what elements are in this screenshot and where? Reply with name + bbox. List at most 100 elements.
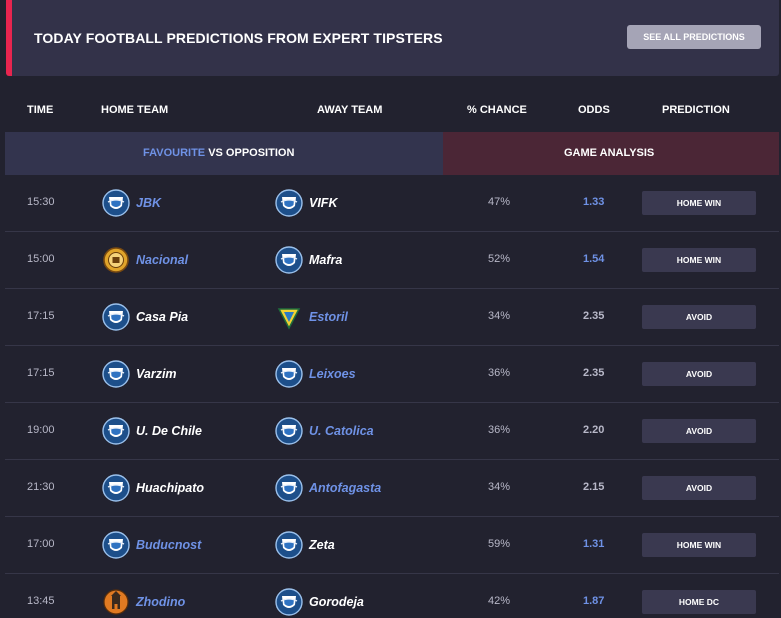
prediction-button[interactable]: AVOID (642, 476, 756, 500)
chance-value: 52% (488, 253, 511, 265)
odds-value: 1.31 (583, 538, 605, 550)
home-team[interactable]: Casa Pia (102, 302, 188, 332)
match-time: 17:15 (27, 367, 55, 379)
home-team-name[interactable]: Huachipato (136, 481, 205, 495)
favourite-label: FAVOURITE (143, 147, 206, 159)
match-time: 15:00 (27, 253, 55, 265)
table-header: TIME HOME TEAM AWAY TEAM % CHANCE ODDS P… (0, 102, 781, 120)
prediction-button[interactable]: HOME WIN (642, 248, 756, 272)
banner-title: TODAY FOOTBALL PREDICTIONS FROM EXPERT T… (34, 30, 443, 46)
match-time: 21:30 (27, 481, 55, 493)
chance-value: 34% (488, 310, 511, 322)
match-time: 13:45 (27, 595, 55, 607)
match-row[interactable]: 19:00 U. De Chile U. Catolica 36% 2.20 AVOID (5, 403, 779, 460)
away-team-name[interactable]: Zeta (309, 538, 335, 552)
match-row[interactable]: 15:30 JBK VIFK 47% 1.33 HOME WIN (5, 175, 779, 232)
home-team[interactable]: Nacional (102, 245, 188, 275)
column-header-prediction: PREDICTION (662, 104, 730, 116)
away-team[interactable]: Mafra (275, 245, 342, 275)
shield-crest-icon (102, 417, 130, 445)
away-team[interactable]: U. Catolica (275, 416, 374, 446)
column-header-away-team: AWAY TEAM (317, 104, 383, 116)
match-row[interactable]: 17:15 Varzim Leixoes 36% 2.35 AVOID (5, 346, 779, 403)
shield-crest-icon (275, 189, 303, 217)
game-analysis-label: GAME ANALYSIS (564, 147, 655, 159)
chance-value: 36% (488, 367, 511, 379)
chance-value: 36% (488, 424, 511, 436)
prediction-button[interactable]: HOME DC (642, 590, 756, 614)
prediction-button[interactable]: AVOID (642, 305, 756, 329)
home-team[interactable]: Varzim (102, 359, 177, 389)
away-team[interactable]: Estoril (275, 302, 348, 332)
away-team[interactable]: Gorodeja (275, 587, 364, 617)
shield-crest-icon (102, 531, 130, 559)
prediction-button[interactable]: HOME WIN (642, 191, 756, 215)
odds-value: 1.87 (583, 595, 605, 607)
match-row[interactable]: 15:00 Nacional Mafra 52% 1.54 HOME WIN (5, 232, 779, 289)
away-team-name[interactable]: Gorodeja (309, 595, 364, 609)
prediction-button[interactable]: AVOID (642, 419, 756, 443)
see-all-predictions-button[interactable]: SEE ALL PREDICTIONS (627, 25, 761, 49)
favourite-vs-opposition-bar: FAVOURITE VS OPPOSITION (5, 132, 443, 175)
home-team[interactable]: Huachipato (102, 473, 204, 503)
round-crest-icon (102, 246, 130, 274)
home-team-name[interactable]: JBK (136, 196, 162, 210)
column-header-odds: ODDS (578, 104, 610, 116)
home-team[interactable]: Zhodino (102, 587, 185, 617)
home-team-name[interactable]: U. De Chile (136, 424, 202, 438)
home-team[interactable]: U. De Chile (102, 416, 202, 446)
prediction-button[interactable]: HOME WIN (642, 533, 756, 557)
away-team[interactable]: Leixoes (275, 359, 356, 389)
home-team-name[interactable]: Zhodino (136, 595, 186, 609)
shield-crest-icon (275, 474, 303, 502)
home-team-name[interactable]: Buducnost (136, 538, 202, 552)
odds-value: 1.33 (583, 196, 605, 208)
away-team-name[interactable]: Mafra (309, 253, 343, 267)
shield-crest-icon (275, 246, 303, 274)
column-header-time: TIME (27, 104, 54, 116)
match-row[interactable]: 21:30 Huachipato Antofagasta 34% 2.15 AVOID (5, 460, 779, 517)
chance-value: 59% (488, 538, 511, 550)
home-team-name[interactable]: Casa Pia (136, 310, 189, 324)
match-time: 17:00 (27, 538, 55, 550)
tower-crest-icon (102, 588, 130, 616)
away-team[interactable]: Zeta (275, 530, 335, 560)
shield-crest-icon (275, 588, 303, 616)
shield-crest-icon (275, 360, 303, 388)
chance-value: 34% (488, 481, 511, 493)
away-team-name[interactable]: VIFK (309, 196, 338, 210)
favourite-vs-opposition-label: FAVOURITE VS OPPOSITION (143, 147, 294, 159)
match-row[interactable]: 17:00 Buducnost Zeta 59% 1.31 HOME WIN (5, 517, 779, 574)
match-time: 15:30 (27, 196, 55, 208)
shield-crest-icon (275, 417, 303, 445)
odds-value: 2.35 (583, 367, 605, 379)
column-header-chance: % CHANCE (467, 104, 527, 116)
home-team-name[interactable]: Nacional (136, 253, 189, 267)
away-team[interactable]: VIFK (275, 188, 337, 218)
away-team[interactable]: Antofagasta (275, 473, 381, 503)
match-row[interactable]: 17:15 Casa Pia Estoril 34% 2.35 AVOID (5, 289, 779, 346)
home-team-name[interactable]: Varzim (136, 367, 177, 381)
odds-value: 2.35 (583, 310, 605, 322)
triangle-crest-icon (275, 303, 303, 331)
home-team[interactable]: Buducnost (102, 530, 201, 560)
vs-opposition-label: VS OPPOSITION (205, 147, 295, 159)
away-team-name[interactable]: U. Catolica (309, 424, 374, 438)
away-team-name[interactable]: Leixoes (309, 367, 356, 381)
shield-crest-icon (102, 360, 130, 388)
prediction-button[interactable]: AVOID (642, 362, 756, 386)
match-time: 19:00 (27, 424, 55, 436)
chance-value: 47% (488, 196, 511, 208)
odds-value: 2.20 (583, 424, 605, 436)
predictions-banner: TODAY FOOTBALL PREDICTIONS FROM EXPERT T… (6, 0, 779, 76)
away-team-name[interactable]: Estoril (309, 310, 348, 324)
shield-crest-icon (102, 474, 130, 502)
shield-crest-icon (275, 531, 303, 559)
match-row[interactable]: 13:45 Zhodino Gorodeja 42% 1.87 HOME DC (5, 574, 779, 618)
match-time: 17:15 (27, 310, 55, 322)
chance-value: 42% (488, 595, 511, 607)
odds-value: 1.54 (583, 253, 605, 265)
away-team-name[interactable]: Antofagasta (309, 481, 382, 495)
home-team[interactable]: JBK (102, 188, 161, 218)
game-analysis-bar: GAME ANALYSIS (443, 132, 779, 175)
